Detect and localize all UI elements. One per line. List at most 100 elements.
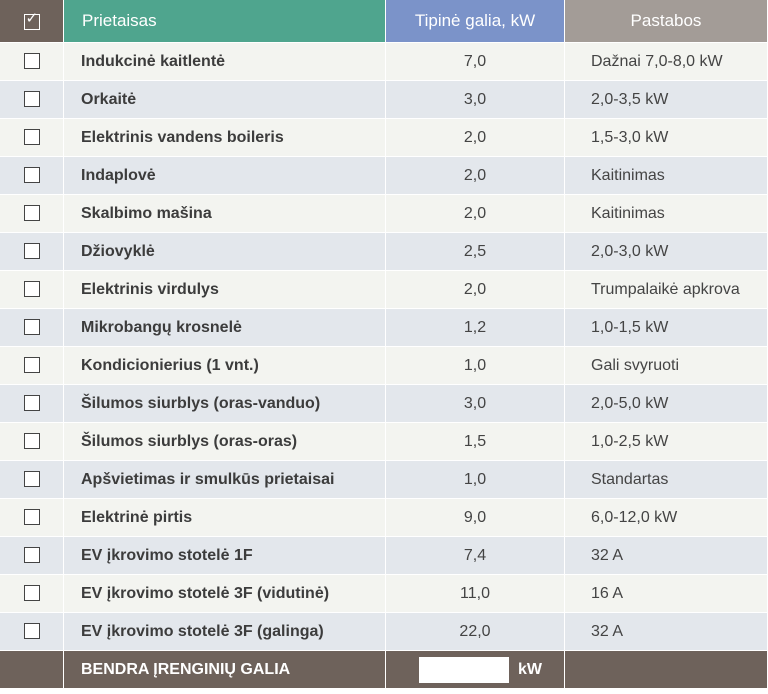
appliance-name: Kondicionierius (1 vnt.) xyxy=(64,347,386,385)
row-checkbox[interactable] xyxy=(23,281,40,298)
table-row: EV įkrovimo stotelė 1F 7,4 32 A xyxy=(0,537,768,575)
row-checkbox[interactable] xyxy=(23,585,40,602)
appliance-note: 1,5-3,0 kW xyxy=(565,119,768,157)
typical-power: 3,0 xyxy=(386,81,565,119)
row-checkbox-cell xyxy=(0,499,64,537)
table-row: Džiovyklė 2,5 2,0-3,0 kW xyxy=(0,233,768,271)
typical-power: 2,0 xyxy=(386,195,565,233)
row-checkbox-cell xyxy=(0,195,64,233)
typical-power: 9,0 xyxy=(386,499,565,537)
appliance-note: Dažnai 7,0-8,0 kW xyxy=(565,43,768,81)
check-mark-icon: ✓ xyxy=(25,8,39,27)
row-checkbox-cell xyxy=(0,347,64,385)
row-checkbox-cell xyxy=(0,613,64,651)
appliance-name: Džiovyklė xyxy=(64,233,386,271)
appliance-name: Indukcinė kaitlentė xyxy=(64,43,386,81)
appliance-note: Standartas xyxy=(565,461,768,499)
appliance-note: 2,0-3,5 kW xyxy=(565,81,768,119)
table-row: EV įkrovimo stotelė 3F (galinga) 22,0 32 A xyxy=(0,613,768,651)
appliance-name: Indaplovė xyxy=(64,157,386,195)
typical-power: 7,4 xyxy=(386,537,565,575)
appliance-note: Gali svyruoti xyxy=(565,347,768,385)
row-checkbox-cell xyxy=(0,385,64,423)
row-checkbox[interactable] xyxy=(23,471,40,488)
appliance-name: Orkaitė xyxy=(64,81,386,119)
row-checkbox[interactable] xyxy=(23,395,40,412)
typical-power: 22,0 xyxy=(386,613,565,651)
select-all-checkbox[interactable]: ✓ xyxy=(0,0,64,43)
row-checkbox-cell xyxy=(0,119,64,157)
appliance-note: Kaitinimas xyxy=(565,195,768,233)
table-row: Elektrinė pirtis 9,0 6,0-12,0 kW xyxy=(0,499,768,537)
typical-power: 7,0 xyxy=(386,43,565,81)
row-checkbox-cell xyxy=(0,43,64,81)
table-row: Šilumos siurblys (oras-vanduo) 3,0 2,0-5,0… xyxy=(0,385,768,423)
row-checkbox-cell xyxy=(0,423,64,461)
row-checkbox-cell xyxy=(0,461,64,499)
column-header-appliance: Prietaisas xyxy=(64,0,386,43)
table-row: Elektrinis virdulys 2,0 Trumpalaikė apkrov… xyxy=(0,271,768,309)
row-checkbox[interactable] xyxy=(23,91,40,108)
appliance-note: Trumpalaikė apkrova xyxy=(565,271,768,309)
total-label: BENDRA ĮRENGINIŲ GALIA xyxy=(64,651,386,688)
typical-power: 1,5 xyxy=(386,423,565,461)
row-checkbox-cell xyxy=(0,309,64,347)
appliance-note: 2,0-3,0 kW xyxy=(565,233,768,271)
appliance-name: Mikrobangų krosnelė xyxy=(64,309,386,347)
typical-power: 11,0 xyxy=(386,575,565,613)
appliance-note: 32 A xyxy=(565,613,768,651)
checkbox-icon: ✓ xyxy=(23,10,40,30)
total-power-field[interactable] xyxy=(419,656,509,683)
row-checkbox-cell xyxy=(0,575,64,613)
row-checkbox[interactable] xyxy=(23,319,40,336)
row-checkbox-cell xyxy=(0,81,64,119)
table-row: Mikrobangų krosnelė 1,2 1,0-1,5 kW xyxy=(0,309,768,347)
column-header-power: Tipinė galia, kW xyxy=(386,0,565,43)
typical-power: 2,0 xyxy=(386,119,565,157)
table-row: EV įkrovimo stotelė 3F (vidutinė) 11,0 16 … xyxy=(0,575,768,613)
appliance-name: EV įkrovimo stotelė 1F xyxy=(64,537,386,575)
row-checkbox-cell xyxy=(0,537,64,575)
total-row: BENDRA ĮRENGINIŲ GALIA kW xyxy=(0,651,768,688)
typical-power: 3,0 xyxy=(386,385,565,423)
row-checkbox[interactable] xyxy=(23,167,40,184)
appliance-note: 16 A xyxy=(565,575,768,613)
appliance-name: Elektrinis vandens boileris xyxy=(64,119,386,157)
table-row: Indaplovė 2,0 Kaitinimas xyxy=(0,157,768,195)
total-unit: kW xyxy=(518,660,542,678)
typical-power: 1,0 xyxy=(386,347,565,385)
table-row: Indukcinė kaitlentė 7,0 Dažnai 7,0-8,0 kW xyxy=(0,43,768,81)
appliance-note: 1,0-1,5 kW xyxy=(565,309,768,347)
appliance-note: 1,0-2,5 kW xyxy=(565,423,768,461)
typical-power: 1,0 xyxy=(386,461,565,499)
row-checkbox[interactable] xyxy=(23,357,40,374)
table-row: Apšvietimas ir smulkūs prietaisai 1,0 Stan… xyxy=(0,461,768,499)
appliance-name: EV įkrovimo stotelė 3F (galinga) xyxy=(64,613,386,651)
row-checkbox-cell xyxy=(0,157,64,195)
row-checkbox[interactable] xyxy=(23,547,40,564)
appliance-name: EV įkrovimo stotelė 3F (vidutinė) xyxy=(64,575,386,613)
total-row-spacer xyxy=(0,651,64,688)
typical-power: 1,2 xyxy=(386,309,565,347)
row-checkbox[interactable] xyxy=(23,509,40,526)
typical-power: 2,5 xyxy=(386,233,565,271)
row-checkbox[interactable] xyxy=(23,243,40,260)
row-checkbox[interactable] xyxy=(23,623,40,640)
row-checkbox[interactable] xyxy=(23,53,40,70)
typical-power: 2,0 xyxy=(386,271,565,309)
appliance-name: Skalbimo mašina xyxy=(64,195,386,233)
table-row: Kondicionierius (1 vnt.) 1,0 Gali svyruoti xyxy=(0,347,768,385)
row-checkbox[interactable] xyxy=(23,205,40,222)
total-cell: kW xyxy=(386,651,565,688)
column-header-notes: Pastabos xyxy=(565,0,768,43)
appliance-name: Šilumos siurblys (oras-oras) xyxy=(64,423,386,461)
row-checkbox[interactable] xyxy=(23,433,40,450)
table-row: Skalbimo mašina 2,0 Kaitinimas xyxy=(0,195,768,233)
appliance-name: Elektrinis virdulys xyxy=(64,271,386,309)
appliance-name: Elektrinė pirtis xyxy=(64,499,386,537)
table-row: Orkaitė 3,0 2,0-3,5 kW xyxy=(0,81,768,119)
appliance-note: 2,0-5,0 kW xyxy=(565,385,768,423)
row-checkbox[interactable] xyxy=(23,129,40,146)
appliance-note: Kaitinimas xyxy=(565,157,768,195)
